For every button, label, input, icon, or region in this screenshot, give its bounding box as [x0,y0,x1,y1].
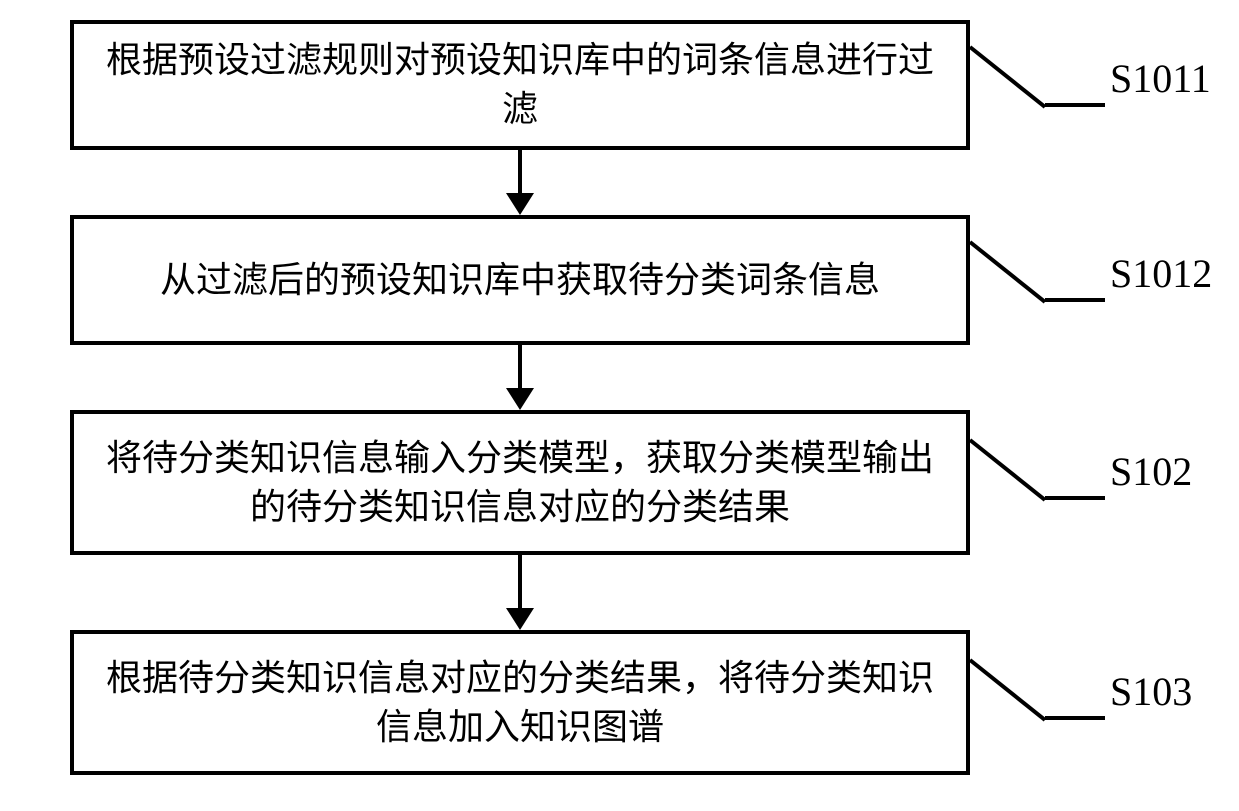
node-text: 根据预设过滤规则对预设知识库中的词条信息进行过滤 [94,36,946,133]
flowchart-node-s1011: 根据预设过滤规则对预设知识库中的词条信息进行过滤 [70,20,970,150]
arrow-stem [518,345,522,388]
label-connector-diag [969,45,1046,108]
label-connector-h [1045,716,1105,720]
label-connector-h [1045,496,1105,500]
arrow-stem [518,555,522,608]
flowchart-node-s1012: 从过滤后的预设知识库中获取待分类词条信息 [70,215,970,345]
step-label-s102: S102 [1110,448,1192,495]
label-connector-diag [969,658,1046,721]
arrow-stem [518,150,522,193]
label-connector-h [1045,103,1105,107]
label-connector-diag [969,438,1046,501]
node-text: 从过滤后的预设知识库中获取待分类词条信息 [160,256,880,305]
node-text: 将待分类知识信息输入分类模型，获取分类模型输出的待分类知识信息对应的分类结果 [94,434,946,531]
label-connector-diag [969,240,1046,303]
arrow-head-icon [506,608,534,630]
arrow-head-icon [506,193,534,215]
step-label-s103: S103 [1110,668,1192,715]
arrow-head-icon [506,388,534,410]
flowchart-node-s103: 根据待分类知识信息对应的分类结果，将待分类知识信息加入知识图谱 [70,630,970,775]
step-label-s1012: S1012 [1110,250,1212,297]
label-connector-h [1045,298,1105,302]
flowchart-node-s102: 将待分类知识信息输入分类模型，获取分类模型输出的待分类知识信息对应的分类结果 [70,410,970,555]
step-label-s1011: S1011 [1110,55,1211,102]
flowchart-container: 根据预设过滤规则对预设知识库中的词条信息进行过滤 S1011 从过滤后的预设知识库中… [0,0,1239,811]
node-text: 根据待分类知识信息对应的分类结果，将待分类知识信息加入知识图谱 [94,654,946,751]
